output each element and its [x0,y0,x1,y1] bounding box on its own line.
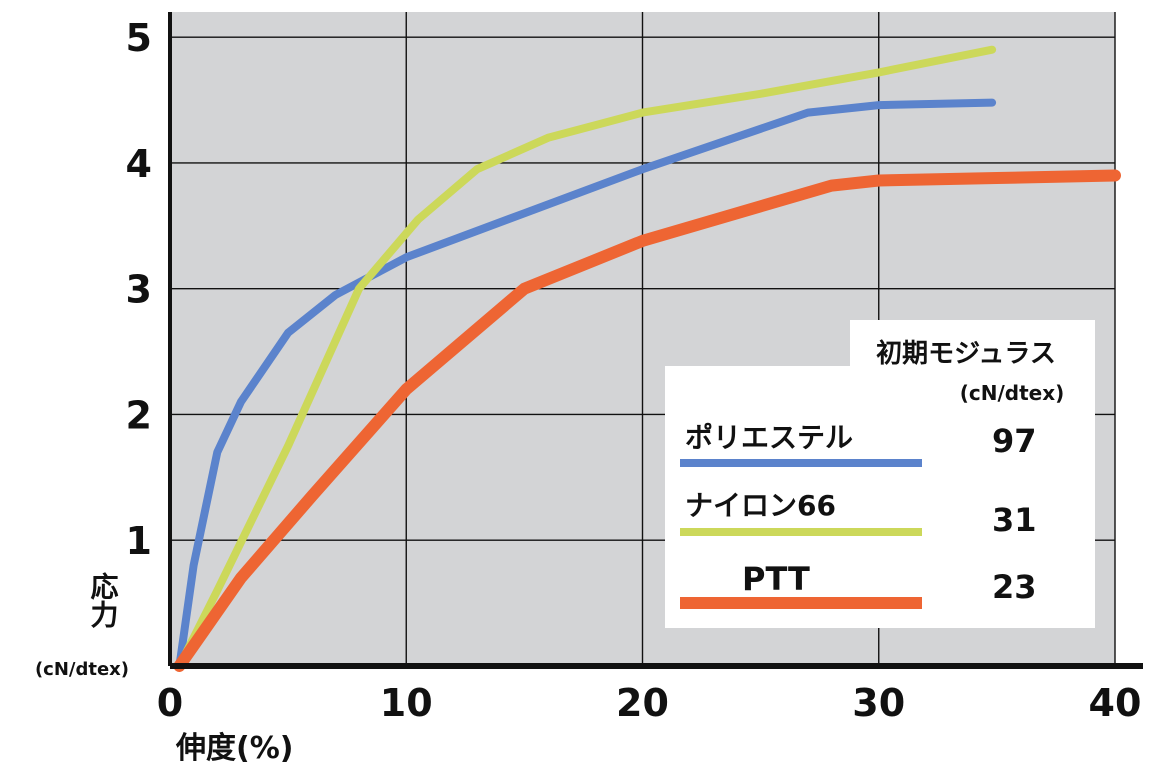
series-lines [173,45,1121,672]
y-tick-label: 2 [126,393,152,437]
y-tick-label: 5 [126,16,152,60]
legend-unit: (cN/dtex) [960,381,1065,405]
legend-items: ポリエステル 97 ナイロン66 31 PTT 23 [680,421,1037,609]
series-line-3 [173,169,1121,672]
y-tick-label: 1 [126,519,152,563]
x-tick-label: 40 [1089,681,1142,725]
legend-title: 初期モジュラス [876,339,1056,369]
x-tick-label: 30 [852,681,905,725]
legend-label-1: ポリエステル [685,421,853,454]
x-tick-label: 0 [157,681,183,725]
x-tick-label: 20 [616,681,669,725]
y-axis-title: 応力 [87,571,120,629]
legend-modulus-3: 23 [992,568,1037,606]
y-tick-label: 3 [126,268,152,312]
legend-title-box [850,320,1095,410]
x-axis-title: 伸度(%) [175,731,293,766]
legend-label-2: ナイロン66 [685,489,836,522]
legend-modulus-1: 97 [992,422,1037,460]
legend-modulus-2: 31 [992,501,1037,539]
y-axis-unit: (cN/dtex) [35,659,129,680]
axes [168,12,1143,669]
x-tick-label: 10 [380,681,433,725]
y-tick-label: 4 [126,142,152,186]
legend-label-3: PTT [742,560,810,598]
series-line-2 [175,45,997,670]
legend: 初期モジュラス (cN/dtex) ポリエステル 97 ナイロン66 31 PTT 23 [665,320,1095,628]
